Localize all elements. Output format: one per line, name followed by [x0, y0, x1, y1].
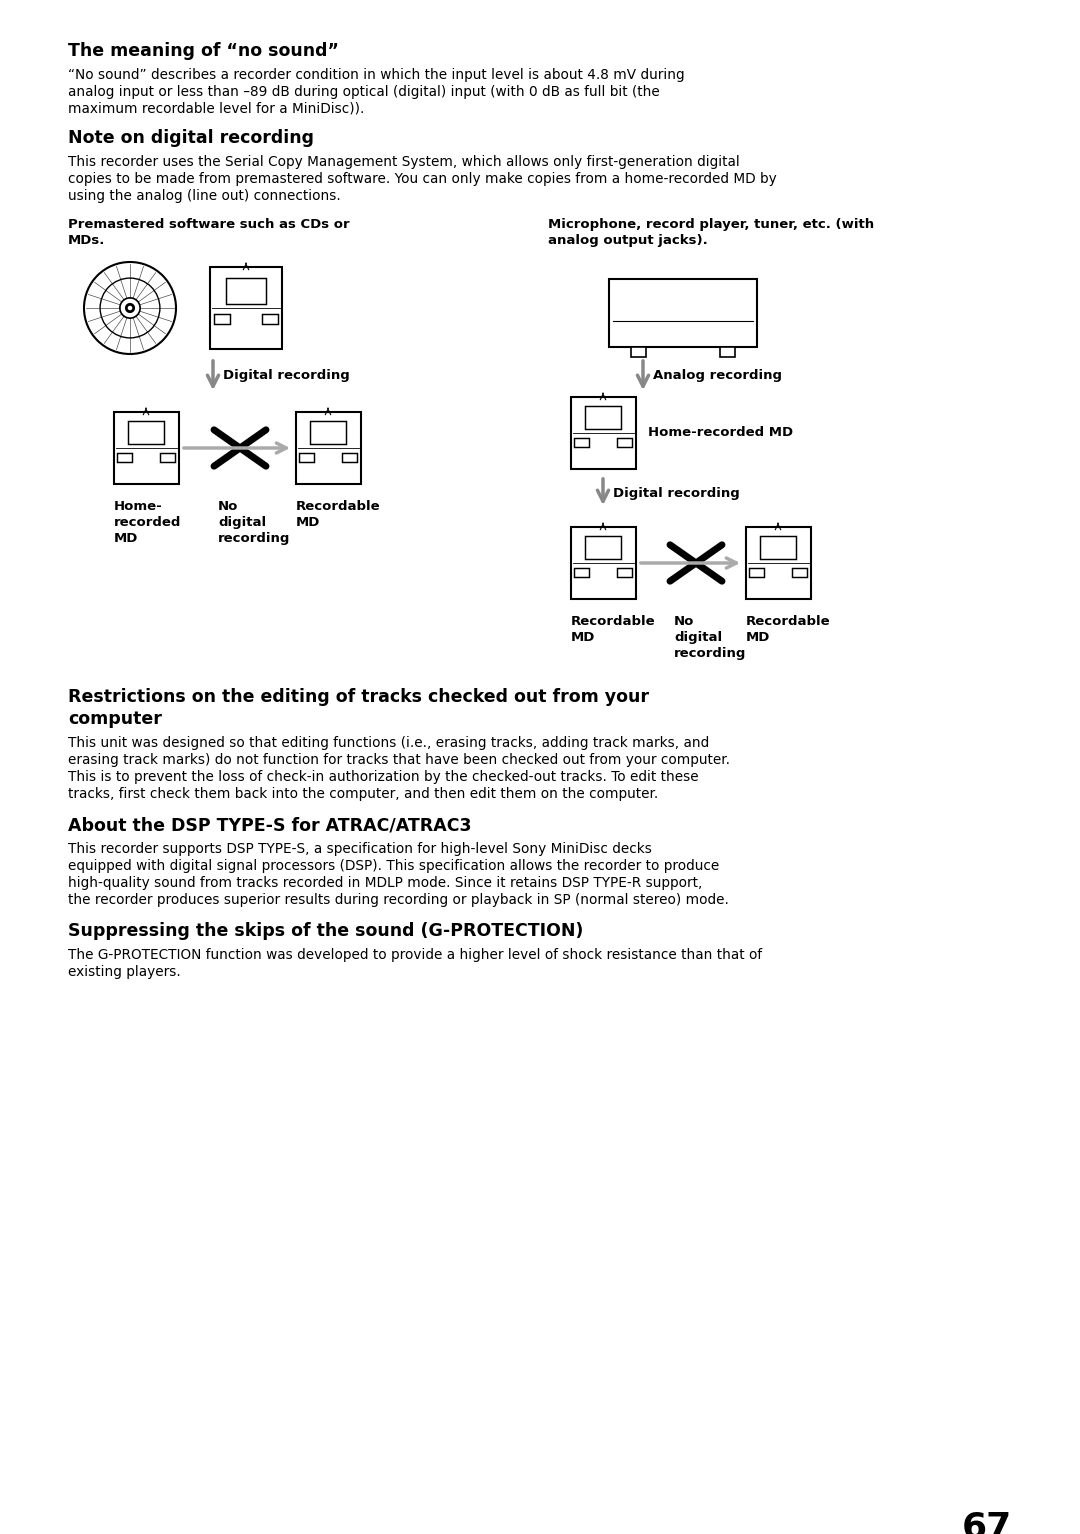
- Bar: [575, 439, 589, 448]
- Bar: [118, 453, 132, 462]
- Text: copies to be made from premastered software. You can only make copies from a hom: copies to be made from premastered softw…: [68, 172, 777, 186]
- Text: Digital recording: Digital recording: [222, 370, 350, 382]
- Text: MDs.: MDs.: [68, 235, 106, 247]
- Text: analog output jacks).: analog output jacks).: [548, 235, 707, 247]
- Text: This recorder supports DSP TYPE-S, a specification for high-level Sony MiniDisc : This recorder supports DSP TYPE-S, a spe…: [68, 842, 652, 856]
- Bar: [750, 568, 764, 577]
- Bar: [570, 528, 635, 598]
- Bar: [129, 422, 164, 445]
- Text: This recorder uses the Serial Copy Management System, which allows only first-ge: This recorder uses the Serial Copy Manag…: [68, 155, 740, 169]
- Text: Recordable
MD: Recordable MD: [571, 615, 656, 644]
- Text: high-quality sound from tracks recorded in MDLP mode. Since it retains DSP TYPE-: high-quality sound from tracks recorded …: [68, 876, 702, 890]
- Text: Recordable
MD: Recordable MD: [296, 500, 380, 529]
- Bar: [342, 453, 356, 462]
- Text: 67: 67: [962, 1509, 1012, 1534]
- Bar: [160, 453, 175, 462]
- Text: Premastered software such as CDs or: Premastered software such as CDs or: [68, 218, 350, 232]
- Bar: [631, 347, 646, 356]
- Bar: [310, 422, 346, 445]
- Text: equipped with digital signal processors (DSP). This specification allows the rec: equipped with digital signal processors …: [68, 859, 719, 873]
- Text: computer: computer: [68, 710, 162, 729]
- Text: The G-PROTECTION function was developed to provide a higher level of shock resis: The G-PROTECTION function was developed …: [68, 948, 762, 962]
- Text: Analog recording: Analog recording: [653, 370, 782, 382]
- Bar: [585, 407, 621, 430]
- Text: Restrictions on the editing of tracks checked out from your: Restrictions on the editing of tracks ch…: [68, 689, 649, 706]
- Text: Note on digital recording: Note on digital recording: [68, 129, 314, 147]
- Text: No
digital
recording: No digital recording: [218, 500, 291, 545]
- Bar: [720, 347, 734, 356]
- Text: erasing track marks) do not function for tracks that have been checked out from : erasing track marks) do not function for…: [68, 753, 730, 767]
- Bar: [745, 528, 810, 598]
- Text: the recorder produces superior results during recording or playback in SP (norma: the recorder produces superior results d…: [68, 893, 729, 907]
- Text: Microphone, record player, tuner, etc. (with: Microphone, record player, tuner, etc. (…: [548, 218, 874, 232]
- Text: The meaning of “no sound”: The meaning of “no sound”: [68, 41, 339, 60]
- Bar: [226, 278, 266, 304]
- Text: Recordable
MD: Recordable MD: [746, 615, 831, 644]
- Bar: [618, 568, 632, 577]
- Bar: [296, 413, 361, 485]
- Bar: [570, 397, 635, 469]
- Text: Suppressing the skips of the sound (G-PROTECTION): Suppressing the skips of the sound (G-PR…: [68, 922, 583, 940]
- Text: Digital recording: Digital recording: [613, 486, 740, 500]
- Bar: [299, 453, 313, 462]
- Text: using the analog (line out) connections.: using the analog (line out) connections.: [68, 189, 341, 202]
- Bar: [575, 568, 589, 577]
- Bar: [585, 537, 621, 560]
- Text: About the DSP TYPE-S for ATRAC/ATRAC3: About the DSP TYPE-S for ATRAC/ATRAC3: [68, 816, 472, 834]
- Bar: [261, 314, 278, 324]
- Text: analog input or less than –89 dB during optical (digital) input (with 0 dB as fu: analog input or less than –89 dB during …: [68, 84, 660, 100]
- Text: Home-recorded MD: Home-recorded MD: [648, 426, 793, 440]
- Bar: [113, 413, 178, 485]
- Text: maximum recordable level for a MiniDisc)).: maximum recordable level for a MiniDisc)…: [68, 101, 364, 117]
- Text: tracks, first check them back into the computer, and then edit them on the compu: tracks, first check them back into the c…: [68, 787, 658, 801]
- Circle shape: [84, 262, 176, 354]
- Text: This unit was designed so that editing functions (i.e., erasing tracks, adding t: This unit was designed so that editing f…: [68, 736, 710, 750]
- Bar: [210, 267, 282, 350]
- Bar: [618, 439, 632, 448]
- Bar: [609, 279, 757, 347]
- Text: This is to prevent the loss of check-in authorization by the checked-out tracks.: This is to prevent the loss of check-in …: [68, 770, 699, 784]
- Text: No
digital
recording: No digital recording: [674, 615, 746, 660]
- Text: “No sound” describes a recorder condition in which the input level is about 4.8 : “No sound” describes a recorder conditio…: [68, 67, 685, 81]
- Text: existing players.: existing players.: [68, 965, 180, 979]
- Text: Home-
recorded
MD: Home- recorded MD: [114, 500, 181, 545]
- Bar: [793, 568, 807, 577]
- Bar: [760, 537, 796, 560]
- Bar: [214, 314, 230, 324]
